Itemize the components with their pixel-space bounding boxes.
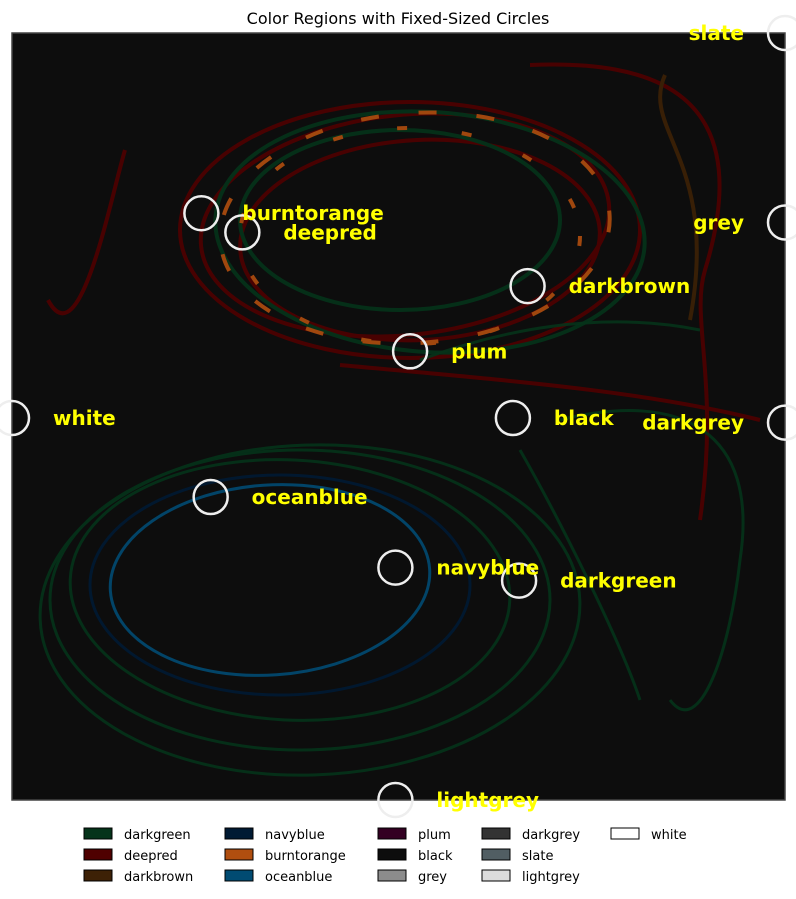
legend-label-deepred: deepred xyxy=(124,849,178,864)
legend-swatch-deepred xyxy=(83,848,113,861)
legend-swatch-black xyxy=(377,848,407,861)
chart-title: Color Regions with Fixed-Sized Circles xyxy=(247,9,550,28)
trail-group-lower xyxy=(38,320,745,777)
trail xyxy=(419,320,701,362)
legend-swatch-plum xyxy=(377,827,407,840)
trail xyxy=(339,363,761,422)
point-label-oceanblue: oceanblue xyxy=(252,485,368,509)
trail xyxy=(88,473,472,697)
point-label-navyblue: navyblue xyxy=(436,556,539,580)
markers xyxy=(0,14,796,819)
legend-label-slate: slate xyxy=(522,849,553,864)
point-label-darkgrey: darkgrey xyxy=(642,411,744,435)
legend-label-darkbrown: darkbrown xyxy=(124,870,193,885)
legend-label-burntorange: burntorange xyxy=(265,849,346,864)
point-marker-burntorange xyxy=(183,194,220,232)
point-marker-slate xyxy=(766,14,796,52)
point-marker-oceanblue xyxy=(192,478,229,516)
legend-label-plum: plum xyxy=(418,828,451,843)
legend-label-grey: grey xyxy=(418,870,447,885)
legend-swatch-navyblue xyxy=(224,827,254,840)
point-label-white: white xyxy=(53,406,116,430)
trail xyxy=(48,448,552,752)
trail xyxy=(529,62,722,521)
point-marker-darkgreen xyxy=(500,562,538,599)
trail xyxy=(218,110,612,346)
trail xyxy=(68,458,512,722)
point-label-slate: slate xyxy=(689,21,744,45)
legend-swatch-grey xyxy=(377,869,407,882)
legend-label-darkgrey: darkgrey xyxy=(522,828,580,843)
trail xyxy=(238,126,582,346)
point-marker-black xyxy=(494,399,532,437)
point-label-burntorange: burntorange xyxy=(242,201,383,225)
point-label-lightgrey: lightgrey xyxy=(436,788,539,812)
legend-label-lightgrey: lightgrey xyxy=(522,870,580,885)
legend-swatch-darkbrown xyxy=(83,869,113,882)
trail xyxy=(518,449,642,701)
legend-swatch-darkgrey xyxy=(481,827,511,840)
trail xyxy=(213,109,647,355)
trail xyxy=(46,149,127,316)
legend-label-white: white xyxy=(651,828,687,843)
legend-swatch-lightgrey xyxy=(481,869,511,882)
swirl-trails xyxy=(38,62,761,777)
point-marker-deepred xyxy=(224,214,261,251)
point-marker-grey xyxy=(766,204,796,241)
legend-label-black: black xyxy=(418,849,453,864)
point-label-darkgreen: darkgreen xyxy=(560,569,677,593)
legend-swatch-white xyxy=(610,827,640,840)
legend-label-oceanblue: oceanblue xyxy=(265,870,332,885)
point-marker-navyblue xyxy=(377,549,414,586)
legend: darkgreen deepred darkbrown navyblue burntor… xyxy=(83,827,687,885)
trail xyxy=(658,74,699,321)
legend-swatch-burntorange xyxy=(224,848,254,861)
point-marker-plum xyxy=(391,333,429,370)
point-label-darkbrown: darkbrown xyxy=(569,274,691,298)
point-marker-darkgrey xyxy=(766,404,796,441)
point-label-deepred: deepred xyxy=(283,220,377,244)
trail xyxy=(178,100,642,360)
trail xyxy=(108,483,432,677)
legend-swatch-darkgreen xyxy=(83,827,113,840)
point-marker-lightgrey xyxy=(377,781,414,819)
trail xyxy=(38,443,582,777)
trail-group-upper xyxy=(46,62,761,521)
trail xyxy=(559,409,745,712)
legend-label-navyblue: navyblue xyxy=(265,828,325,843)
point-label-black: black xyxy=(554,406,615,430)
point-marker-darkbrown xyxy=(509,267,546,305)
legend-swatch-oceanblue xyxy=(224,869,254,882)
point-label-grey: grey xyxy=(693,210,744,234)
point-marker-white xyxy=(0,399,31,437)
legend-label-darkgreen: darkgreen xyxy=(124,828,191,843)
legend-swatch-slate xyxy=(481,848,511,861)
point-label-plum: plum xyxy=(451,339,507,363)
